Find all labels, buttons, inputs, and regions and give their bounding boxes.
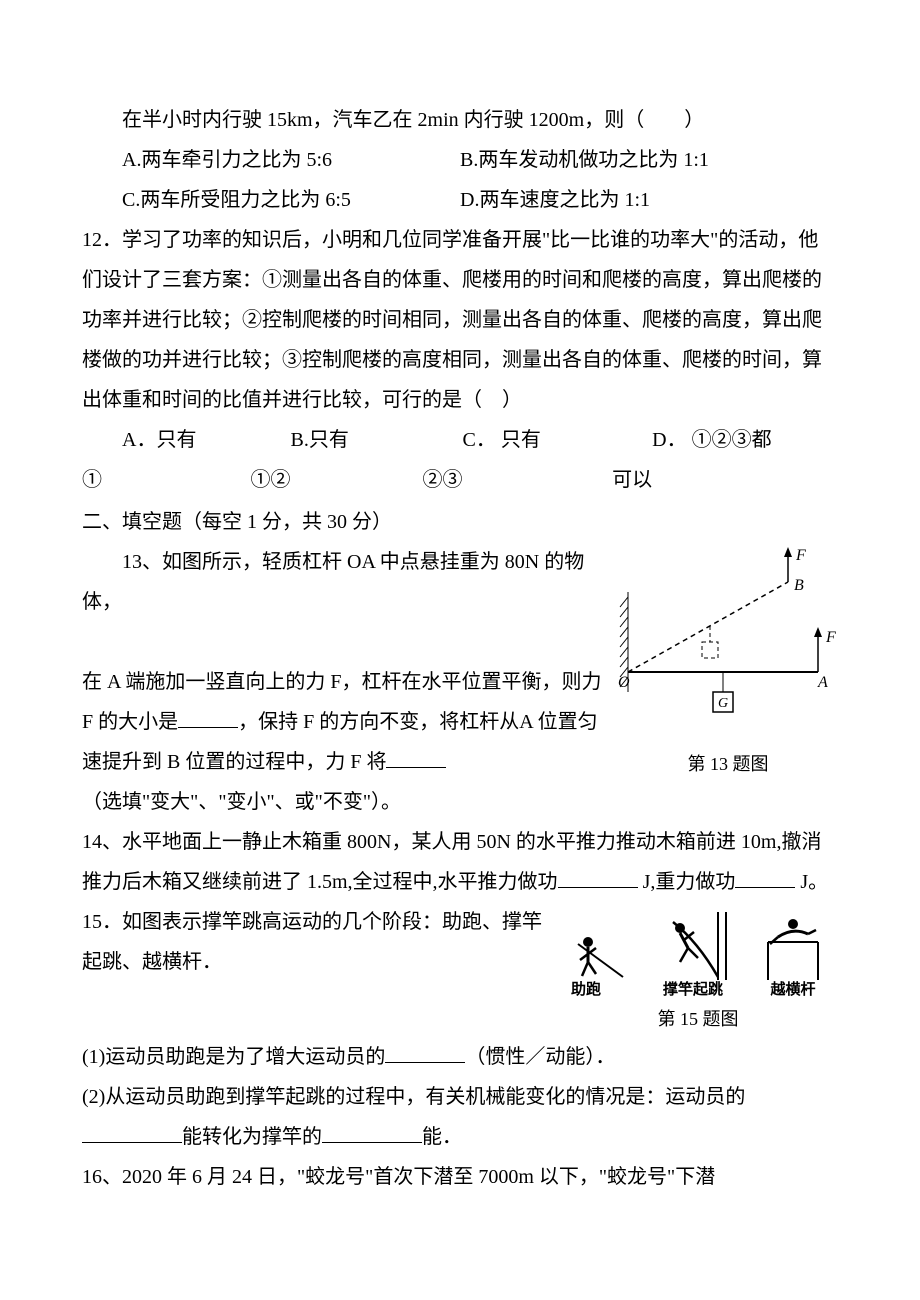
- q12-options: A．只有① B.只有①② C． 只有②③ D． ①②③都可以: [82, 420, 838, 500]
- svg-text:助跑: 助跑: [571, 980, 601, 997]
- q11-opt-b: B.两车发动机做功之比为 1:1: [460, 140, 838, 180]
- q14-part-b: J,重力做功: [638, 871, 736, 893]
- q11-options-row2: C.两车所受阻力之比为 6:5 D.两车速度之比为 1:1: [82, 180, 838, 220]
- svg-text:O: O: [618, 674, 630, 691]
- blank-inertia-ke: [385, 1039, 465, 1063]
- q12-opt-b: B.只有①②: [251, 420, 373, 500]
- section2-header: 二、填空题（每空 1 分，共 30 分）: [82, 502, 838, 542]
- q14-part-c: J。: [795, 871, 828, 893]
- q11-opt-c: C.两车所受阻力之比为 6:5: [82, 180, 460, 220]
- q12-opt-a: A．只有①: [82, 420, 201, 500]
- svg-text:F: F: [795, 547, 806, 564]
- q16: 16、2020 年 6 月 24 日，"蛟龙号"首次下潜至 7000m 以下，"…: [82, 1157, 838, 1197]
- blank-work-push: [558, 864, 638, 888]
- svg-text:G: G: [718, 696, 728, 711]
- q15-part1: (1)运动员助跑是为了增大运动员的 （惯性／动能）．: [82, 1037, 838, 1077]
- q14: 14、水平地面上一静止木箱重 800N，某人用 50N 的水平推力推动木箱前进 …: [82, 822, 838, 902]
- svg-text:撑竿起跳: 撑竿起跳: [663, 980, 723, 997]
- q15-2a: (2)从运动员助跑到撑竿起跳的过程中，有关机械能变化的情况是：运动员的: [82, 1086, 745, 1108]
- q11-opt-d: D.两车速度之比为 1:1: [460, 180, 838, 220]
- blank-energy-from: [82, 1119, 182, 1143]
- figure-13: F F O A B G 第 13 题图: [618, 542, 838, 782]
- svg-text:F: F: [825, 629, 836, 646]
- blank-f-change: [386, 744, 446, 768]
- q15-1b: （惯性／动能）．: [465, 1046, 615, 1068]
- q15-2c: 能．: [422, 1126, 462, 1148]
- q12-opt-d: D． ①②③都可以: [612, 420, 788, 500]
- q12-text: 12．学习了功率的知识后，小明和几位同学准备开展"比一比谁的功率大"的活动，他们…: [82, 220, 838, 420]
- svg-text:A: A: [817, 674, 828, 691]
- figure-13-caption: 第 13 题图: [618, 746, 838, 782]
- q15-1a: (1)运动员助跑是为了增大运动员的: [82, 1046, 385, 1068]
- figure-15-caption: 第 15 题图: [558, 1001, 838, 1037]
- q11-options-row1: A.两车牵引力之比为 5:6 B.两车发动机做功之比为 1:1: [82, 140, 838, 180]
- figure-15: 助跑 撑竿起跳 越横杆 第 15 题图: [558, 902, 838, 1037]
- q11-opt-a: A.两车牵引力之比为 5:6: [82, 140, 460, 180]
- svg-text:B: B: [794, 577, 804, 594]
- svg-text:越横杆: 越横杆: [769, 980, 815, 997]
- q13-line3: （选填"变大"、"变小"、或"不变"）。: [82, 782, 838, 822]
- q11-continuation: 在半小时内行驶 15km，汽车乙在 2min 内行驶 1200m，则（ ）: [82, 100, 838, 140]
- blank-f-magnitude: [178, 704, 238, 728]
- q15-part2: (2)从运动员助跑到撑竿起跳的过程中，有关机械能变化的情况是：运动员的 能转化为…: [82, 1077, 838, 1157]
- pole-vault-icon: 助跑 撑竿起跳 越横杆: [558, 902, 838, 997]
- blank-work-gravity: [735, 864, 795, 888]
- q15-2b: 能转化为撑竿的: [182, 1126, 322, 1148]
- blank-energy-to: [322, 1119, 422, 1143]
- q12-opt-c: C． 只有②③: [423, 420, 563, 500]
- lever-diagram-icon: F F O A B G: [618, 542, 838, 742]
